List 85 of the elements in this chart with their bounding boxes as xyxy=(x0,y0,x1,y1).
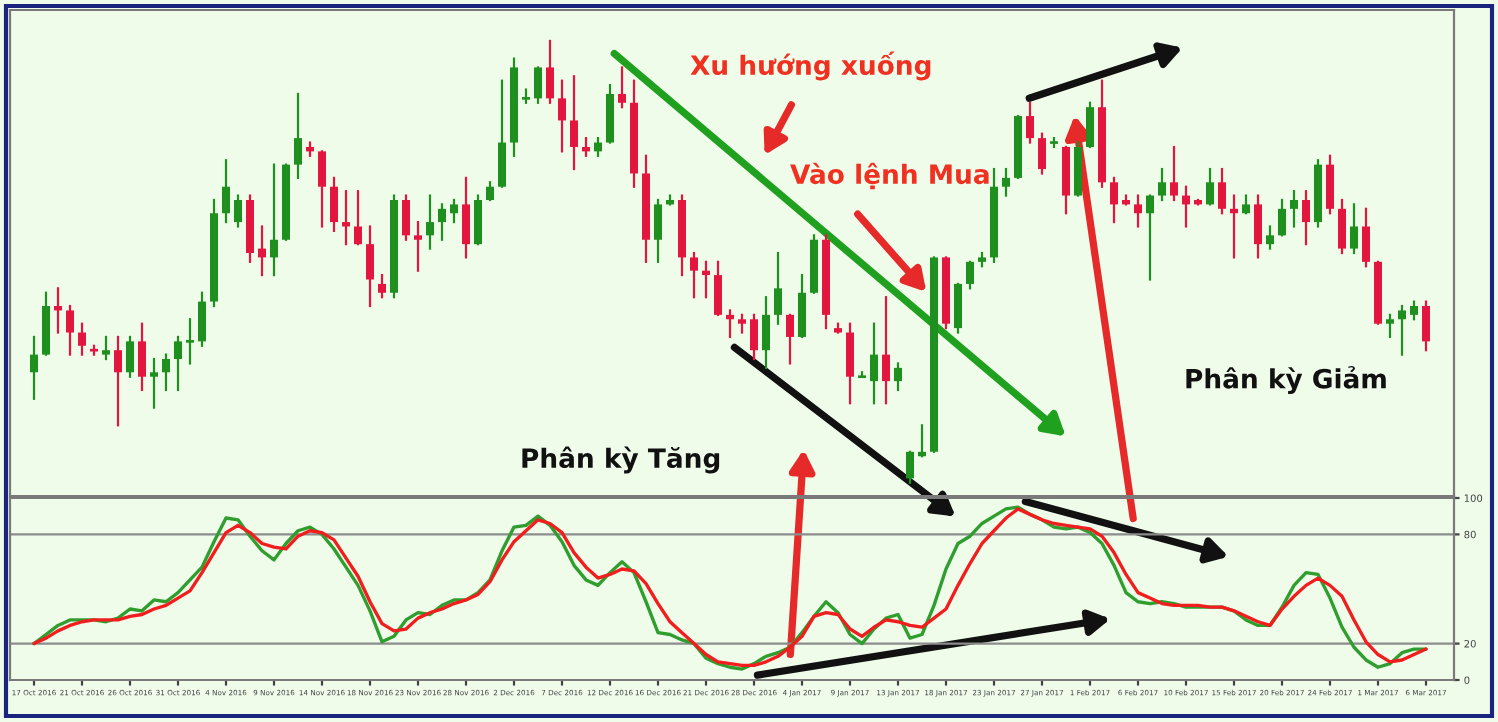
candlestick xyxy=(714,260,722,316)
candlestick xyxy=(690,251,698,299)
candlestick xyxy=(1326,154,1334,215)
candlestick xyxy=(558,79,566,153)
candlestick xyxy=(966,260,974,290)
candlestick xyxy=(1002,167,1010,197)
candlestick xyxy=(1254,194,1262,259)
candlestick xyxy=(198,291,206,347)
candlestick xyxy=(1338,198,1346,255)
candlestick xyxy=(462,176,470,259)
candlestick xyxy=(222,159,230,224)
candlestick xyxy=(30,335,38,400)
candlestick xyxy=(522,88,530,104)
candlestick xyxy=(78,322,86,356)
candlestick xyxy=(258,225,266,277)
candlestick xyxy=(1422,300,1430,352)
candlestick xyxy=(174,335,182,392)
candlestick xyxy=(354,190,362,246)
candlestick xyxy=(1086,101,1094,149)
candlestick xyxy=(1038,132,1046,175)
candlestick xyxy=(534,66,542,104)
candlestick xyxy=(1350,203,1358,255)
candlestick xyxy=(1302,190,1310,246)
candlestick xyxy=(870,322,878,405)
candlestick xyxy=(654,198,662,263)
candlestick xyxy=(138,322,146,392)
candlestick xyxy=(798,273,806,339)
candlestick xyxy=(546,39,554,104)
candlestick xyxy=(702,260,710,299)
candlestick xyxy=(498,79,506,188)
candlestick xyxy=(426,194,434,250)
candlestick xyxy=(294,92,302,179)
candlestick xyxy=(378,273,386,299)
annotation: Xu hướng xuống xyxy=(690,51,931,81)
candlestick xyxy=(882,296,890,405)
candlestick xyxy=(234,194,242,228)
candlestick xyxy=(1386,313,1394,339)
candlestick xyxy=(570,75,578,171)
candlestick xyxy=(1290,190,1298,228)
candlestick xyxy=(366,225,374,308)
candlestick xyxy=(894,362,902,392)
candlestick xyxy=(102,335,110,361)
candlestick xyxy=(954,282,962,334)
candlestick xyxy=(1266,225,1274,250)
candlestick xyxy=(906,450,914,484)
candlestick xyxy=(762,296,770,369)
candlestick xyxy=(1230,194,1238,259)
candlestick xyxy=(1278,198,1286,237)
candlestick xyxy=(1398,304,1406,356)
candlestick xyxy=(126,335,134,378)
candlestick xyxy=(1170,145,1178,202)
candlestick xyxy=(438,203,446,241)
candlestick xyxy=(1206,167,1214,206)
candlestick xyxy=(774,251,782,325)
candlestick xyxy=(450,198,458,224)
candlestick xyxy=(846,322,854,405)
candlestick xyxy=(330,176,338,233)
candlestick xyxy=(786,313,794,365)
annotation: Phân kỳ Giảm xyxy=(1186,366,1386,394)
candlestick xyxy=(114,335,122,427)
candlestick xyxy=(162,353,170,392)
candlestick xyxy=(66,304,74,356)
candlestick xyxy=(1218,167,1226,215)
candlestick xyxy=(342,190,350,246)
candlestick xyxy=(1182,185,1190,228)
candlestick xyxy=(618,66,626,109)
candlestick xyxy=(918,424,926,458)
candlestick xyxy=(270,163,278,277)
candlestick xyxy=(318,150,326,228)
candlestick xyxy=(150,357,158,409)
candlestick xyxy=(414,220,422,272)
annotation: Phân kỳ Tăng xyxy=(522,446,720,474)
candlestick xyxy=(1110,176,1118,224)
candlestick xyxy=(1026,101,1034,144)
candlestick xyxy=(750,313,758,361)
candlestick xyxy=(1146,194,1154,281)
candlestick xyxy=(402,194,410,241)
candlestick xyxy=(726,309,734,339)
candlestick xyxy=(1134,194,1142,228)
annotation: Vào lệnh Mua xyxy=(790,162,989,190)
candlestick xyxy=(1362,207,1370,268)
candlestick xyxy=(474,194,482,246)
candlestick xyxy=(1158,167,1166,202)
candlestick xyxy=(54,287,62,334)
candlestick xyxy=(186,318,194,365)
